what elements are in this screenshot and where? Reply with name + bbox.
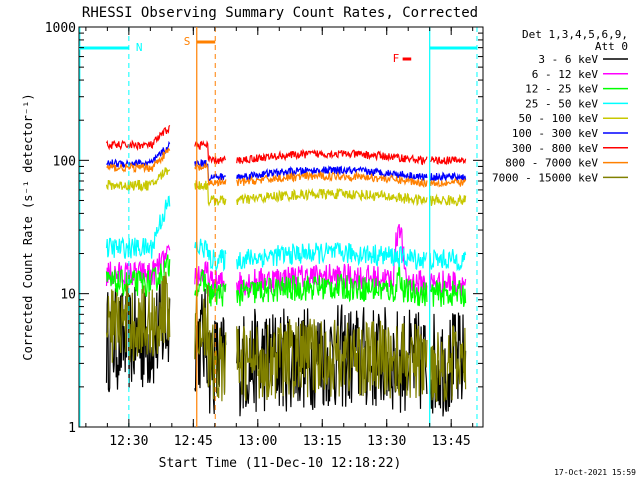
saa-label-2: S [184, 35, 191, 48]
y-tick-label-2: 10 [60, 288, 76, 303]
series-line-3 [105, 195, 467, 272]
series-line-2 [105, 254, 467, 307]
x-tick-label-3: 13:15 [303, 434, 342, 449]
marker-layer: N S F [79, 27, 478, 427]
series-line-5 [106, 140, 467, 182]
legend-label-2: 12 - 25 keV [525, 83, 598, 96]
axis-layer: 12:30 12:45 13:00 13:15 13:30 13:45 1000 100 10 1 [45, 21, 483, 449]
series-line-4 [105, 167, 467, 207]
footer-date: 17-Oct-2021 15:59 [554, 468, 636, 477]
legend-label-3: 25 - 50 keV [525, 97, 598, 110]
plot-frame [78, 26, 484, 428]
y-tick-label-0: 1000 [45, 21, 76, 36]
legend-label-1: 6 - 12 keV [532, 68, 599, 81]
x-axis-label: Start Time (11-Dec-10 12:18:22) [159, 456, 402, 471]
x-tick-label-2: 13:00 [238, 434, 277, 449]
series-line-6 [105, 124, 467, 166]
x-tick-label-0: 12:30 [109, 434, 148, 449]
night-label-0: N [136, 41, 143, 54]
series-line-7 [106, 147, 467, 188]
series-line-8 [105, 271, 467, 402]
flare-label-3: F [393, 52, 400, 65]
x-tick-label-5: 13:45 [432, 434, 471, 449]
y-tick-label-1: 100 [53, 154, 76, 169]
x-tick-label-1: 12:45 [174, 434, 213, 449]
legend-header-0: Det 1,3,4,5,6,9, [522, 28, 628, 41]
legend-label-6: 300 - 800 keV [512, 142, 598, 155]
chart-title: RHESSI Observing Summary Count Rates, Co… [82, 5, 478, 21]
legend-header-1: Att 0 [595, 40, 628, 53]
y-tick-label-3: 1 [68, 421, 76, 436]
legend-label-7: 800 - 7000 keV [505, 157, 598, 170]
legend-label-4: 50 - 100 keV [519, 112, 599, 125]
legend-label-0: 3 - 6 keV [538, 53, 598, 66]
legend-label-8: 7000 - 15000 keV [492, 171, 598, 184]
legend: Det 1,3,4,5,6,9,Att 03 - 6 keV 6 - 12 keV… [492, 28, 628, 184]
x-tick-label-4: 13:30 [367, 434, 406, 449]
y-axis-label: Corrected Count Rate (s⁻¹ detector⁻¹) [21, 93, 35, 360]
legend-label-5: 100 - 300 keV [512, 127, 598, 140]
series-layer [105, 124, 467, 417]
